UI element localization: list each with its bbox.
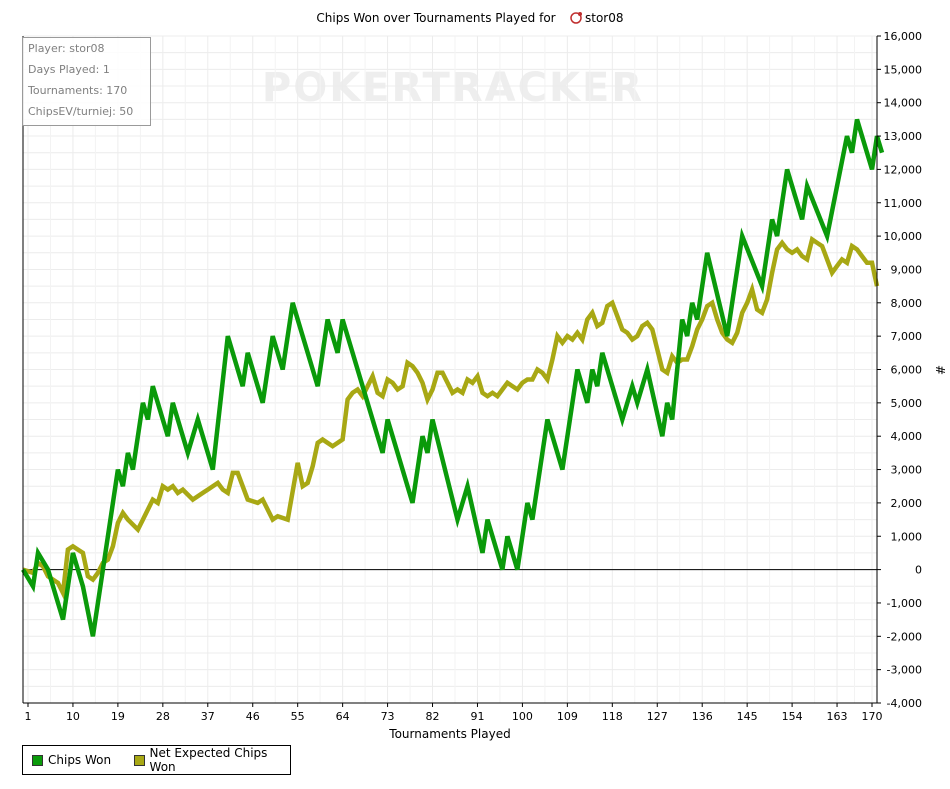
x-tick-label: 91	[470, 710, 484, 723]
legend-label-net-expected: Net Expected Chips Won	[149, 746, 268, 774]
y-tick-label: 13,000	[884, 130, 923, 143]
player-info-box: Player: stor08 Days Played: 1 Tournament…	[22, 37, 151, 126]
x-tick-label: 64	[336, 710, 350, 723]
legend: Chips Won Net Expected Chips Won	[22, 745, 291, 775]
y-tick-label: -2,000	[887, 630, 922, 643]
series-line	[21, 118, 885, 637]
series-line	[22, 235, 880, 601]
legend-item-chips-won: Chips Won	[32, 752, 111, 768]
y-tick-label: 11,000	[884, 197, 923, 210]
y-tick-label: 0	[915, 564, 922, 577]
info-tournaments: Tournaments: 170	[28, 84, 128, 97]
legend-label-chips-won: Chips Won	[48, 753, 112, 767]
x-tick-label: 127	[647, 710, 668, 723]
x-tick-label: 19	[111, 710, 125, 723]
y-tick-label: -1,000	[887, 597, 922, 610]
x-tick-label: 82	[426, 710, 440, 723]
y-tick-label: 12,000	[884, 163, 923, 176]
watermark-text: POKERTRACKER	[262, 65, 644, 111]
y-tick-label: 16,000	[884, 30, 923, 43]
series-chips-won	[21, 118, 885, 637]
y-tick-label: 14,000	[884, 97, 923, 110]
info-days-played: Days Played: 1	[28, 63, 110, 76]
y-tick-label: 9,000	[891, 263, 923, 276]
x-tick-label: 37	[201, 710, 215, 723]
x-tick-label: 28	[156, 710, 170, 723]
y-tick-label: -4,000	[887, 697, 922, 710]
x-tick-label: 55	[291, 710, 305, 723]
legend-swatch-net-expected	[134, 754, 145, 766]
info-player: Player: stor08	[28, 42, 105, 55]
x-axis-label: Tournaments Played	[388, 727, 510, 741]
player-icon	[570, 12, 582, 24]
x-tick-label: 136	[692, 710, 713, 723]
x-tick-label: 10	[66, 710, 80, 723]
x-tick-label: 46	[246, 710, 260, 723]
chart-title-player: stor08	[585, 11, 624, 25]
y-tick-labels: 16,000 15,000 14,000 13,000 12,000 11,000 10,0…	[877, 30, 922, 710]
x-tick-label: 100	[512, 710, 533, 723]
legend-swatch-chips-won	[32, 754, 43, 766]
info-chips-ev: ChipsEV/turniej: 50	[28, 105, 134, 118]
y-tick-label: 4,000	[891, 430, 923, 443]
pokertracker-watermark: POKERTRACKER	[262, 65, 644, 111]
x-tick-label: 163	[827, 710, 848, 723]
x-tick-label: 73	[381, 710, 395, 723]
x-tick-label: 154	[782, 710, 803, 723]
y-tick-label: 8,000	[891, 297, 923, 310]
x-tick-labels: 1 10 19 28 37 46 55 64 73 82 91 100 109 118 127 136 145 1…	[24, 703, 883, 723]
x-tick-label: 109	[557, 710, 578, 723]
series-group	[21, 118, 885, 637]
x-tick-label: 170	[862, 710, 883, 723]
y-tick-label: 3,000	[891, 464, 923, 477]
chart-title: Chips Won over Tournaments Played for	[316, 11, 555, 25]
y-tick-label: 2,000	[891, 497, 923, 510]
x-tick-label: 1	[24, 710, 31, 723]
y-tick-label: 5,000	[891, 397, 923, 410]
series-net-expected-chips-won	[22, 235, 880, 601]
legend-item-net-expected: Net Expected Chips Won	[134, 746, 290, 774]
y-axis-label: #	[933, 365, 947, 375]
grid-lines	[23, 35, 877, 704]
y-tick-label: 1,000	[891, 530, 923, 543]
x-tick-label: 118	[602, 710, 623, 723]
y-tick-label: 10,000	[884, 230, 923, 243]
y-tick-label: 15,000	[884, 63, 923, 76]
y-tick-label: 7,000	[891, 330, 923, 343]
y-tick-label: -3,000	[887, 664, 922, 677]
x-tick-label: 145	[737, 710, 758, 723]
y-tick-label: 6,000	[891, 364, 923, 377]
